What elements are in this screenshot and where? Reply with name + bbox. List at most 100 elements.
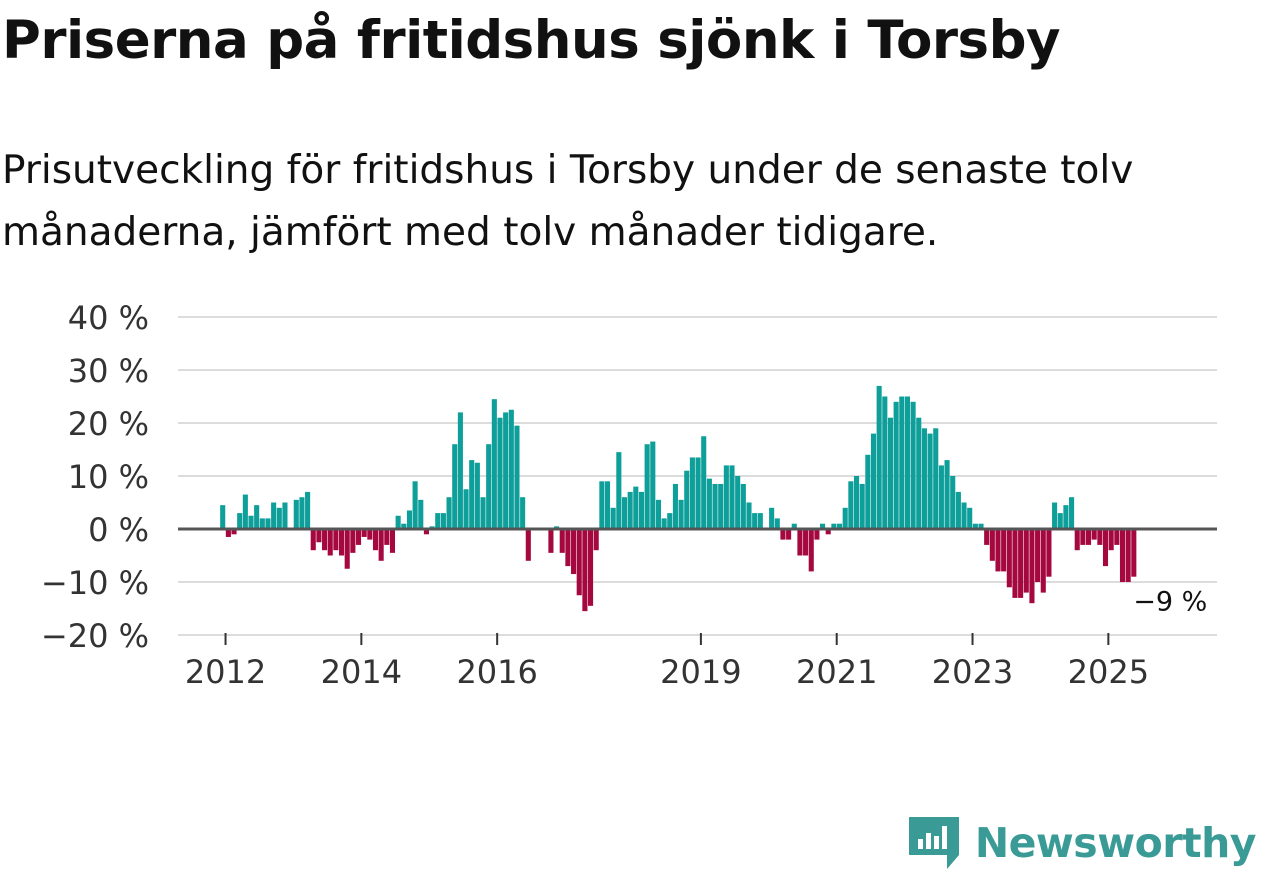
bar [955,491,961,529]
bar [837,523,843,529]
bar [859,483,865,529]
bar [882,396,888,529]
x-tick-label: 2021 [796,653,877,691]
bar [237,513,243,529]
bar [299,497,305,529]
bar [1029,529,1035,604]
bar [271,502,277,529]
bar [474,462,480,529]
bar [689,457,695,529]
bar [276,507,282,529]
bar [457,412,463,529]
bar [1063,505,1069,529]
bar [627,491,633,529]
bar [593,529,599,551]
bar [769,507,775,529]
bar [944,460,950,529]
bar [565,529,571,567]
bar [1131,529,1137,577]
bar [412,481,418,529]
bar [1085,529,1092,545]
bar [576,529,582,596]
bar [842,507,848,529]
bar [870,433,877,529]
bar [825,529,831,535]
bar [780,529,786,540]
bar [876,385,882,529]
bar [989,529,995,561]
chart-subtitle: Prisutveckling för fritidshus i Torsby u… [2,148,1134,255]
bar [655,499,661,529]
bar [1091,529,1097,540]
bar [1108,529,1114,551]
bar [1125,529,1131,582]
bar [1052,502,1058,529]
bar [1114,529,1120,545]
y-tick-label: 10 % [68,458,149,496]
bar [1035,529,1041,582]
bar [967,507,973,529]
bar [435,513,441,529]
bar [469,460,475,529]
bar [1001,529,1007,572]
bar [814,529,820,540]
bar [995,529,1001,572]
newsworthy-logo-icon [908,817,959,869]
bar [254,505,260,529]
bar [803,529,809,556]
x-tick-label: 2019 [660,653,741,691]
bar [367,529,373,540]
bar [938,465,944,529]
bar [265,518,271,529]
bar [984,529,990,545]
y-tick-label: 0 % [88,511,149,549]
bar [293,499,299,529]
bar [604,481,611,529]
bar [1006,529,1012,588]
bar [616,452,622,529]
bar [961,502,967,529]
bar [661,518,667,529]
bar [757,513,763,529]
bar [305,491,311,529]
x-tick-label: 2025 [1068,653,1149,691]
bar [684,470,690,529]
bar [887,417,894,529]
bar [491,399,497,529]
bar [503,412,509,529]
bar [1057,513,1063,529]
bar [797,529,803,556]
bar [344,529,350,569]
x-tick-label: 2014 [321,653,402,691]
bar [1074,529,1080,551]
bar [904,396,910,529]
bar [1080,529,1086,545]
x-tick-label: 2023 [932,653,1013,691]
bar [831,523,837,529]
bar [514,425,520,529]
bar [916,417,922,529]
bar [220,505,226,529]
bar [582,529,588,612]
bar [808,529,814,572]
y-tick-label: −10 % [41,564,149,602]
bar [520,497,526,529]
bar [740,483,746,529]
bar [480,497,486,529]
bar [1097,529,1103,545]
bar [644,444,650,529]
bar [853,476,860,529]
bar [701,436,707,529]
bar [1069,497,1075,529]
chart-title: Priserna på fritidshus sjönk i Torsby [2,10,1061,71]
bar [786,529,792,540]
bar [389,529,396,553]
bar [440,513,446,529]
bar [231,529,237,535]
bar [718,483,724,529]
bar [395,515,401,529]
bar [723,465,729,529]
bar [327,529,333,556]
bar [695,457,701,529]
bar [927,433,933,529]
